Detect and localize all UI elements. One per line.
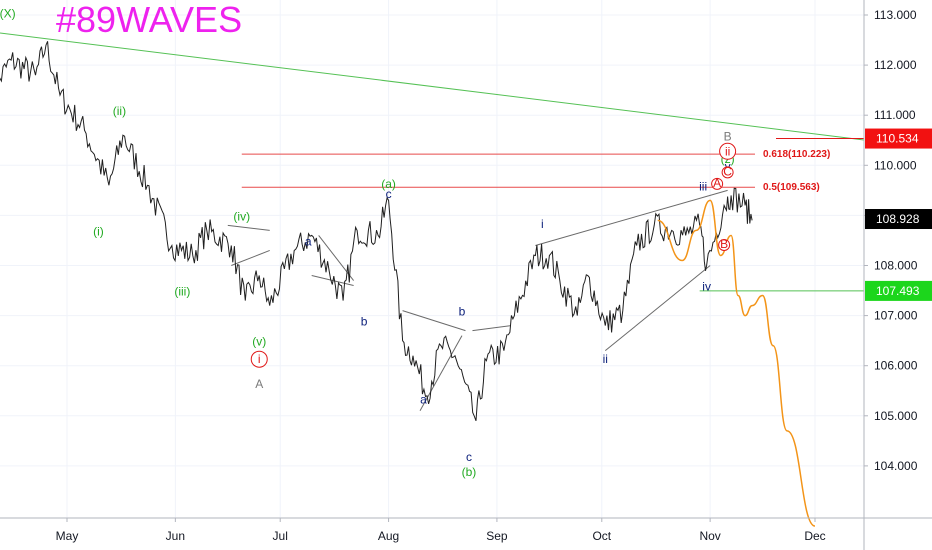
wedge-line	[402, 310, 466, 332]
wedge-line	[472, 325, 511, 332]
price-label-tag	[865, 280, 932, 301]
watermark-title: #89WAVES	[56, 0, 242, 40]
wave-label: (ii)	[113, 104, 126, 118]
wave-label: iii	[699, 179, 707, 193]
wave-label: b	[459, 305, 466, 319]
projection-line	[657, 199, 816, 527]
wave-label: (X)	[0, 7, 16, 21]
y-tick-label: 107.000	[874, 309, 918, 323]
y-tick-label: 113.000	[874, 8, 917, 22]
price-line	[0, 41, 753, 421]
wave-label: ii	[725, 144, 730, 158]
chart-grid	[0, 0, 864, 518]
x-tick-label: Sep	[486, 529, 508, 543]
price-label-tag	[865, 209, 932, 230]
wave-label: y	[725, 159, 731, 173]
wave-label: iv	[702, 280, 711, 294]
wedge-line	[535, 189, 728, 246]
price-series	[0, 41, 753, 421]
wedge-line	[227, 224, 270, 231]
wave-label: b	[361, 315, 368, 329]
wave-label-circle	[721, 166, 734, 179]
projection-path	[657, 199, 816, 527]
wave-label: A	[713, 176, 721, 190]
x-tick-label: Aug	[378, 529, 399, 543]
fib-level-label: 0.5(109.563)	[763, 182, 820, 193]
wave-label: A	[255, 377, 263, 391]
y-tick-label: 104.000	[874, 459, 918, 473]
wave-label: a	[420, 392, 427, 406]
fib-level-label: 0.618(110.223)	[763, 149, 830, 160]
wave-label-circle	[718, 238, 731, 251]
wedge-line	[231, 250, 270, 266]
x-tick-label: Nov	[699, 529, 720, 543]
fib-labels: 0.618(110.223) 0.5(109.563)	[763, 149, 830, 193]
y-tick-label: 106.000	[874, 359, 918, 373]
y-tick-label: 110.000	[874, 158, 917, 172]
wedge-line	[318, 235, 355, 281]
y-tick-label: 111.000	[874, 108, 916, 122]
y-tick-label: 112.000	[874, 58, 917, 72]
wave-label-circle	[719, 142, 737, 160]
price-label: 107.493	[876, 284, 920, 298]
wave-label: ii	[603, 352, 608, 366]
wave-label-circle	[250, 350, 268, 368]
x-tick-label: Jul	[273, 529, 288, 543]
wave-labels: (X)(ii)(i)(iii)(iv)(v)iAabc(a)abc(b)iiii…	[0, 7, 737, 479]
wave-label: C	[723, 164, 732, 178]
wave-label: (a)	[381, 177, 396, 191]
y-tick-label: 108.000	[874, 259, 918, 273]
wave-label: i	[258, 352, 261, 366]
wave-label: (v)	[252, 335, 266, 349]
x-tick-label: Oct	[592, 529, 611, 543]
x-tick-label: Jun	[166, 529, 185, 543]
x-tick-label: May	[56, 529, 79, 543]
price-label-tag	[865, 128, 932, 149]
wedge-line	[604, 265, 711, 352]
wave-label: (iv)	[233, 209, 250, 223]
wave-label: B	[724, 129, 732, 143]
green-trendline	[0, 32, 865, 141]
wave-label-circle	[711, 177, 724, 190]
wave-label: c	[386, 187, 392, 201]
price-label: 108.928	[876, 212, 920, 226]
trend-and-level-lines	[0, 32, 865, 412]
wave-label: i	[541, 217, 544, 231]
wave-label: c	[466, 450, 472, 464]
wave-label: B	[720, 237, 728, 251]
y-tick-label: 105.000	[874, 409, 918, 423]
wave-label: a	[305, 234, 312, 248]
x-tick-label: Dec	[804, 529, 825, 543]
wave-label: (b)	[462, 465, 477, 479]
price-label: 110.534	[876, 132, 919, 146]
wave-label: (i)	[93, 224, 104, 238]
wave-label: (iii)	[174, 285, 190, 299]
